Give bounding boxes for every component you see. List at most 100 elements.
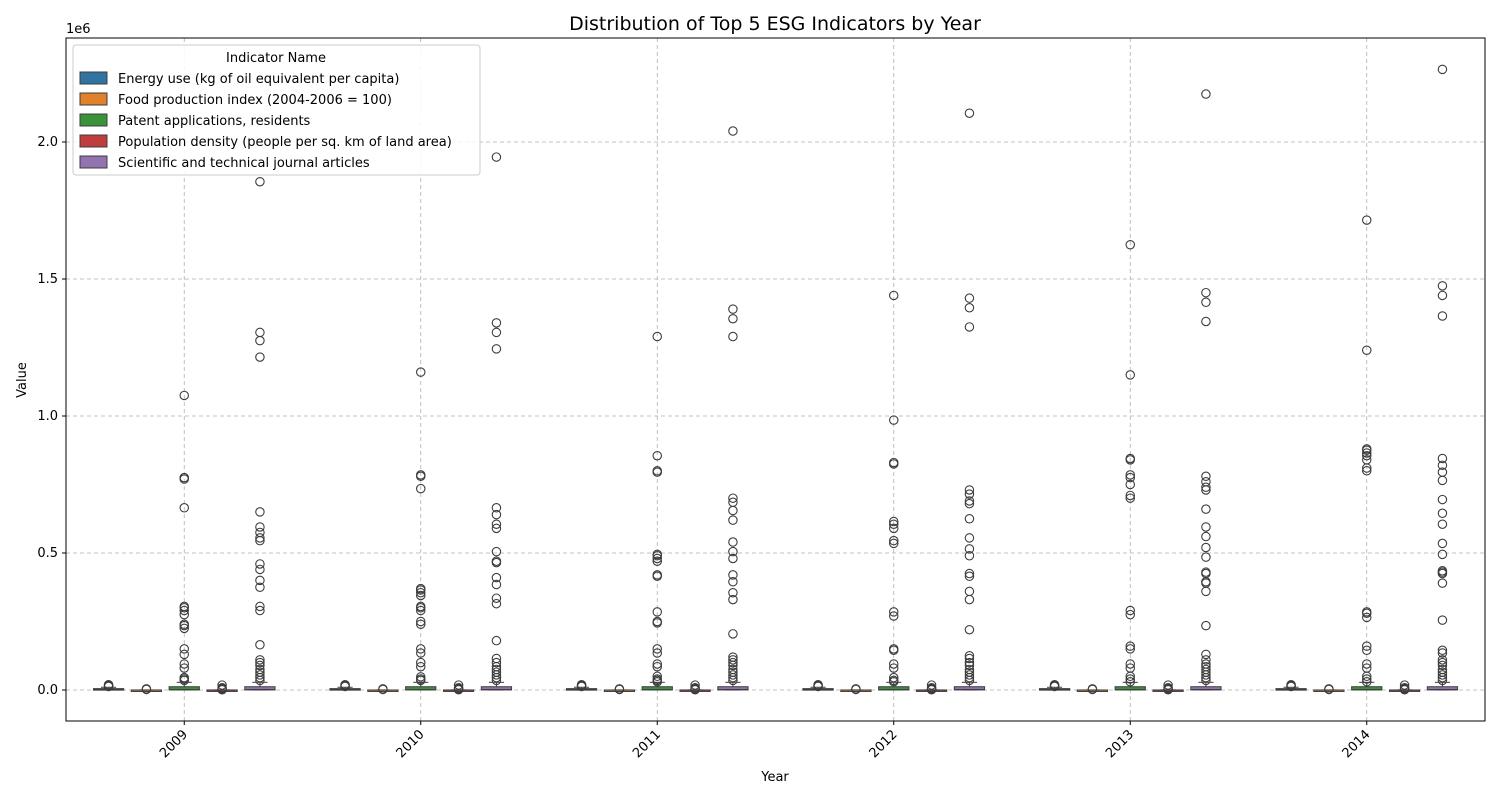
outlier-point (255, 564, 265, 575)
outlier-point (255, 327, 265, 338)
outlier-point (728, 515, 738, 525)
outlier-point (1362, 448, 1372, 458)
outlier-point (491, 318, 502, 328)
outlier-point (888, 611, 899, 621)
outlier-point (728, 670, 738, 680)
legend-label: Energy use (kg of oil equivalent per cap… (118, 72, 399, 87)
outlier-point (179, 601, 190, 612)
box-2012-1 (802, 680, 834, 692)
outlier-point (378, 684, 388, 694)
box-2012-3 (878, 290, 910, 691)
outlier-point (179, 623, 190, 634)
outlier-point (1362, 607, 1372, 617)
outlier-point (728, 664, 738, 675)
outlier-point (491, 653, 502, 664)
outlier-point (1324, 684, 1334, 694)
outlier-point (491, 657, 502, 668)
outlier-point (728, 331, 738, 342)
outlier-point (1362, 677, 1372, 687)
outlier-point (728, 577, 738, 587)
outlier-point (888, 523, 899, 534)
outlier-point (1125, 641, 1136, 651)
outlier-point (217, 683, 227, 693)
outlier-point (1201, 531, 1211, 542)
outlier-point (415, 590, 426, 601)
outlier-point (1201, 661, 1211, 672)
outlier-point (964, 650, 975, 661)
outlier-point (491, 579, 502, 590)
outlier-point (728, 505, 738, 516)
outlier-point (255, 352, 265, 362)
outlier-point (255, 640, 265, 650)
outlier-point (1437, 655, 1448, 665)
box-2009-3 (168, 390, 200, 691)
outlier-point (728, 655, 738, 665)
box-2014-5 (1426, 64, 1459, 691)
outlier-point (103, 680, 114, 690)
outlier-point (255, 533, 265, 543)
box-2009-4 (206, 680, 238, 695)
outlier-point (728, 667, 738, 677)
y-tick-label: 1.5 (37, 272, 58, 287)
outlier-point (1437, 615, 1448, 625)
outlier-point (888, 672, 899, 683)
outlier-point (964, 496, 975, 506)
legend-label: Patent applications, residents (118, 114, 311, 129)
outlier-point (255, 655, 265, 665)
outlier-point (888, 415, 899, 425)
outlier-point (1163, 683, 1173, 693)
box-2012-4 (915, 680, 948, 695)
outlier-point (1201, 482, 1211, 492)
outlier-point (888, 675, 899, 686)
outlier-point (415, 644, 426, 654)
outlier-point (1437, 494, 1448, 505)
outlier-point (728, 313, 738, 324)
outlier-point (255, 660, 265, 671)
box-2013-1 (1038, 680, 1071, 692)
outlier-point (728, 652, 738, 662)
outlier-point (1437, 664, 1448, 675)
outlier-point (179, 619, 190, 629)
outlier-point (1437, 657, 1448, 668)
outlier-point (1125, 605, 1136, 616)
outlier-point (964, 670, 975, 680)
outlier-point (888, 607, 899, 617)
outlier-point (1437, 660, 1448, 671)
outlier-point (491, 327, 502, 338)
x-axis-label: Year (760, 770, 789, 785)
outlier-point (652, 570, 662, 580)
outlier-point (1125, 493, 1136, 503)
outlier-point (964, 660, 975, 671)
outlier-point (652, 674, 662, 684)
outlier-point (415, 583, 426, 594)
outlier-point (652, 607, 662, 617)
outlier-point (255, 582, 265, 592)
outlier-point (1362, 645, 1372, 656)
outlier-point (964, 293, 975, 303)
outlier-point (1362, 466, 1372, 476)
outlier-point (1437, 281, 1448, 291)
outlier-point (1362, 455, 1372, 465)
outlier-point (728, 657, 738, 668)
outlier-point (1201, 620, 1211, 631)
legend-frame (72, 44, 481, 176)
outlier-point (1201, 655, 1211, 665)
outlier-point (1201, 504, 1211, 514)
outlier-point (1399, 680, 1410, 690)
outlier-point (964, 624, 975, 635)
box-2009-2 (130, 684, 163, 695)
box-2010-3 (405, 367, 437, 691)
outlier-point (728, 629, 738, 639)
outlier-point (652, 549, 662, 560)
outlier-point (491, 572, 502, 583)
outlier-point (141, 684, 152, 694)
outlier-point (888, 538, 899, 549)
outlier-point (1362, 450, 1372, 461)
x-tick-label: 2010 (394, 727, 428, 761)
outlier-point (179, 659, 190, 669)
outlier-point (964, 664, 975, 675)
outlier-point (340, 680, 350, 690)
y-axis: 0.0 0.5 1.0 1.5 2.0 (37, 135, 66, 698)
x-tick-label: 2014 (1340, 727, 1374, 761)
outlier-point (1437, 667, 1448, 677)
